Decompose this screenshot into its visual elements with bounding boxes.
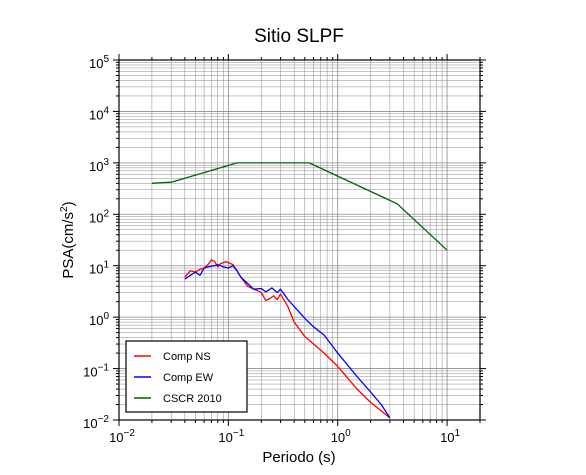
- y-axis-label-suffix: ): [60, 201, 77, 206]
- y-tick-label: 102: [89, 208, 109, 225]
- legend-label-cscr-2010: CSCR 2010: [163, 393, 222, 405]
- tick-labels: 10−2 10−1 100 101 10−2 10−1 100 101 102 103 104 105: [83, 54, 486, 445]
- y-tick-label: 10−2: [83, 414, 109, 431]
- x-tick-label: 10−2: [109, 428, 135, 445]
- series-group: [151, 162, 448, 419]
- x-tick-label: 100: [331, 428, 351, 445]
- y-axis-label-sup: 2: [59, 206, 70, 212]
- y-tick-label: 103: [89, 157, 109, 174]
- x-tick-label: 10−1: [218, 428, 244, 445]
- x-tick-label: 101: [440, 428, 460, 445]
- legend: Comp NS Comp EW CSCR 2010: [125, 340, 248, 413]
- series-line-comp-ew: [184, 263, 391, 419]
- plot-frame: [118, 59, 481, 421]
- y-axis-label: PSA(cm/s2): [59, 201, 77, 278]
- legend-label-comp-ns: Comp NS: [163, 351, 211, 363]
- legend-label-comp-ew: Comp EW: [163, 372, 214, 384]
- y-tick-label: 104: [89, 105, 109, 122]
- chart-title: Sitio SLPF: [254, 26, 344, 47]
- y-tick-label: 100: [89, 311, 109, 328]
- y-tick-label: 101: [89, 260, 109, 277]
- series-line-cscr-2010: [151, 162, 448, 251]
- y-tick-label: 10−1: [83, 363, 109, 380]
- y-tick-label: 105: [89, 54, 109, 71]
- x-axis-label: Periodo (s): [262, 449, 335, 466]
- y-axis-label-prefix: PSA(cm/s: [60, 212, 77, 279]
